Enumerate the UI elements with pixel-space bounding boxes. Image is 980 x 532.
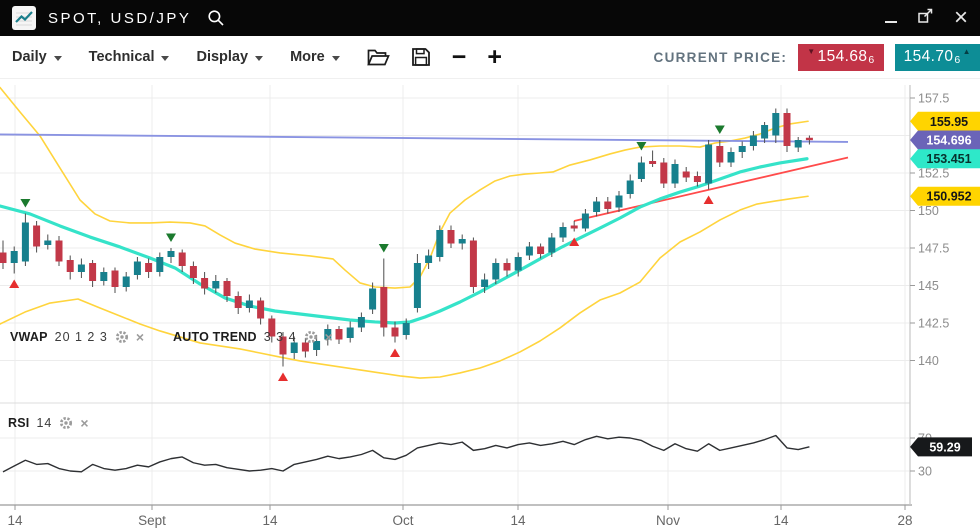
buy-signal-icon <box>703 195 714 204</box>
axis-labels: 157.5152.5150147.5145142.5140703014Sept1… <box>7 92 949 529</box>
bid-price-box: ▼ 154.68 6 <box>798 43 884 71</box>
chevron-down-icon <box>161 55 170 61</box>
rsi-remove-icon[interactable]: × <box>80 415 89 431</box>
svg-text:152.5: 152.5 <box>918 167 949 181</box>
chart-app-icon <box>12 6 36 30</box>
menu-technical-label: Technical <box>88 49 155 65</box>
svg-text:140: 140 <box>918 354 939 368</box>
price-up-arrow-icon: ▲ <box>962 46 971 56</box>
svg-text:155.95: 155.95 <box>930 115 968 129</box>
vwap-line <box>0 157 809 325</box>
rsi-legend-name: RSI <box>8 416 30 430</box>
signal-markers <box>9 125 725 381</box>
svg-text:28: 28 <box>897 513 912 528</box>
pane-borders <box>0 85 912 506</box>
chevron-down-icon <box>331 55 340 61</box>
svg-text:14: 14 <box>773 513 789 528</box>
autotrend-red-line <box>573 156 849 222</box>
svg-text:150: 150 <box>918 204 939 218</box>
chevron-down-icon <box>255 55 264 61</box>
price-down-arrow-icon: ▼ <box>807 46 816 56</box>
vwap-upper-band-line <box>0 86 809 289</box>
main-indicator-legend: VWAP 20 1 2 3 × AUTO TREND 3 3 4 × <box>10 330 333 344</box>
svg-text:154.696: 154.696 <box>926 134 971 148</box>
rsi-settings-gear-icon[interactable] <box>59 416 73 430</box>
search-icon[interactable] <box>207 9 225 27</box>
menu-more[interactable]: More <box>290 49 340 65</box>
autotrend-settings-gear-icon[interactable] <box>304 330 318 344</box>
svg-text:157.5: 157.5 <box>918 92 949 106</box>
svg-text:14: 14 <box>7 513 23 528</box>
rsi-line <box>2 434 810 473</box>
buy-signal-icon <box>278 372 288 381</box>
autotrend-remove-icon[interactable]: × <box>324 329 333 345</box>
window-title: SPOT, USD/JPY <box>48 9 192 27</box>
zoom-out-icon[interactable]: − <box>451 43 467 71</box>
chart-toolbar: Daily Technical Display More <box>0 36 980 79</box>
window-titlebar: SPOT, USD/JPY × <box>0 0 980 36</box>
sell-signal-icon <box>714 125 725 134</box>
svg-text:Oct: Oct <box>392 513 413 528</box>
sell-signal-icon <box>378 244 389 253</box>
sell-signal-icon <box>20 199 31 208</box>
svg-text:59.29: 59.29 <box>929 440 960 454</box>
svg-text:14: 14 <box>262 513 278 528</box>
vwap-settings-gear-icon[interactable] <box>115 330 129 344</box>
menu-daily[interactable]: Daily <box>12 49 62 65</box>
ask-price-box: 154.70 6 ▲ <box>894 43 980 71</box>
svg-text:30: 30 <box>918 465 932 479</box>
ask-price-pip: 6 <box>954 54 961 66</box>
sell-signal-icon <box>636 142 647 151</box>
bid-price-pip: 6 <box>868 54 875 66</box>
svg-text:150.952: 150.952 <box>926 190 971 204</box>
autotrend-legend-name: AUTO TREND <box>173 330 257 344</box>
zoom-in-icon[interactable]: + <box>487 43 502 71</box>
vwap-legend-params: 20 1 2 3 <box>54 330 108 344</box>
autotrend-blue-line <box>0 133 849 143</box>
vwap-legend-name: VWAP <box>10 330 48 344</box>
buy-signal-icon <box>9 279 20 288</box>
svg-text:145: 145 <box>918 279 939 293</box>
current-price-label: CURRENT PRICE: <box>653 49 788 65</box>
chevron-down-icon <box>53 55 62 61</box>
open-folder-icon[interactable] <box>366 48 390 67</box>
close-window-icon[interactable]: × <box>953 4 968 31</box>
menu-display[interactable]: Display <box>196 49 264 65</box>
sell-signal-icon <box>166 233 176 242</box>
bid-price-value: 154.68 <box>817 48 868 65</box>
menu-daily-label: Daily <box>12 49 47 65</box>
vwap-legend: VWAP 20 1 2 3 × <box>10 330 144 344</box>
candlesticks <box>0 108 813 367</box>
svg-text:142.5: 142.5 <box>918 317 949 331</box>
svg-text:147.5: 147.5 <box>918 242 949 256</box>
menu-technical[interactable]: Technical <box>89 49 170 65</box>
vwap-remove-icon[interactable]: × <box>135 329 144 345</box>
svg-text:153.451: 153.451 <box>926 152 971 166</box>
price-tags: 155.95 154.696 153.451 150.952 59.29 <box>910 111 980 457</box>
minimize-window-icon[interactable] <box>884 21 897 23</box>
menu-more-label: More <box>290 49 325 65</box>
rsi-legend-params: 14 <box>36 416 53 430</box>
current-price-group: CURRENT PRICE: ▼ 154.68 6 154.70 6 ▲ <box>653 43 980 71</box>
svg-text:14: 14 <box>510 513 526 528</box>
autotrend-legend: AUTO TREND 3 3 4 × <box>173 330 333 344</box>
buy-signal-icon <box>390 348 400 357</box>
buy-signal-icon <box>569 237 580 246</box>
svg-text:Nov: Nov <box>656 513 680 528</box>
autotrend-legend-params: 3 3 4 <box>263 330 297 344</box>
window-controls: × <box>884 4 968 31</box>
grid-lines <box>0 85 910 505</box>
menu-display-label: Display <box>196 49 249 65</box>
ask-price-value: 154.70 <box>903 48 954 65</box>
svg-text:Sept: Sept <box>138 513 166 528</box>
vwap-lower-band-line <box>0 195 809 379</box>
rsi-legend: RSI 14 × <box>8 416 89 430</box>
save-icon[interactable] <box>411 47 431 67</box>
restore-window-icon[interactable] <box>917 7 934 29</box>
